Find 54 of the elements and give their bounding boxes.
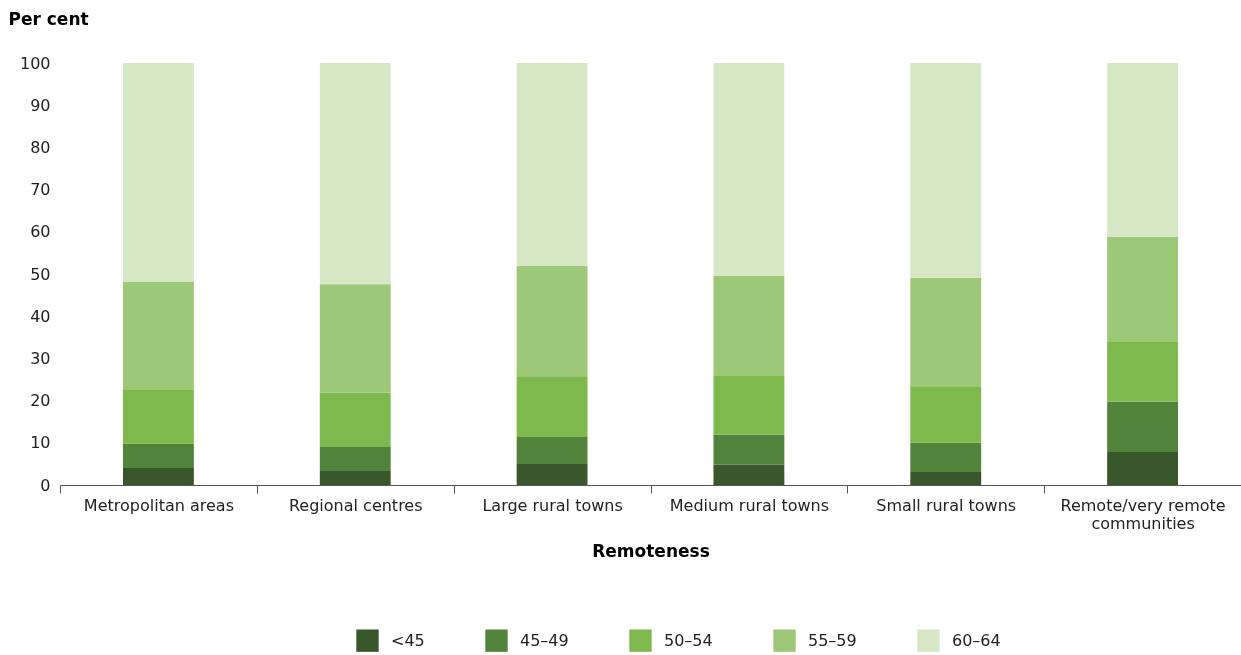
bar — [713, 276, 785, 376]
y-tick-label: 40 — [30, 306, 51, 326]
bar — [713, 375, 785, 435]
legend-label: 45–49 — [520, 630, 569, 650]
y-tick-label: 0 — [40, 475, 51, 495]
y-tick-label: 80 — [30, 137, 51, 157]
bar — [910, 63, 982, 278]
y-tick-label: 10 — [30, 433, 51, 453]
bar — [910, 442, 982, 472]
legend-label: 50–54 — [664, 630, 713, 650]
bar — [319, 392, 391, 448]
bar — [516, 63, 588, 266]
y-tick-label: 60 — [30, 222, 51, 242]
y-tick-label: 30 — [30, 348, 51, 368]
bar — [910, 277, 982, 388]
bar — [516, 463, 588, 485]
bar — [516, 265, 588, 377]
x-tick-label: Large rural towns — [482, 495, 623, 515]
y-tick-label: 50 — [30, 264, 51, 284]
x-tick-label: Regional centres — [288, 495, 423, 515]
y-tick-label: 100 — [19, 53, 51, 73]
bar — [910, 387, 982, 443]
bar — [1107, 63, 1179, 237]
legend-label: 55–59 — [808, 630, 857, 650]
y-axis-title: Per cent — [8, 8, 89, 29]
bar — [713, 63, 785, 277]
bar — [1107, 341, 1179, 402]
bar — [1107, 452, 1179, 485]
bar — [713, 464, 785, 485]
bar — [319, 63, 391, 285]
legend-label: <45 — [391, 630, 425, 650]
bar — [516, 436, 588, 464]
bar — [319, 471, 391, 485]
bar — [319, 447, 391, 472]
y-tick-label: 90 — [30, 95, 51, 115]
x-tick-label: Metropolitan areas — [83, 495, 234, 515]
x-tick-label: Medium rural towns — [669, 495, 830, 515]
bar — [122, 468, 194, 485]
x-tick-label: Remote/very remote communities — [1060, 495, 1226, 533]
x-tick-label: Small rural towns — [876, 495, 1017, 515]
bar — [122, 443, 194, 469]
bar — [319, 284, 391, 393]
bar — [122, 63, 194, 283]
bar — [910, 471, 982, 485]
y-tick-label: 20 — [30, 391, 51, 411]
bar — [1107, 401, 1179, 453]
bar — [713, 434, 785, 465]
y-tick-label: 70 — [30, 180, 51, 200]
bar — [122, 390, 194, 444]
x-axis-title: Remoteness — [592, 540, 710, 561]
legend-label: 60–64 — [952, 630, 1001, 650]
bar — [1107, 236, 1179, 342]
bar — [122, 282, 194, 391]
bar — [516, 376, 588, 437]
